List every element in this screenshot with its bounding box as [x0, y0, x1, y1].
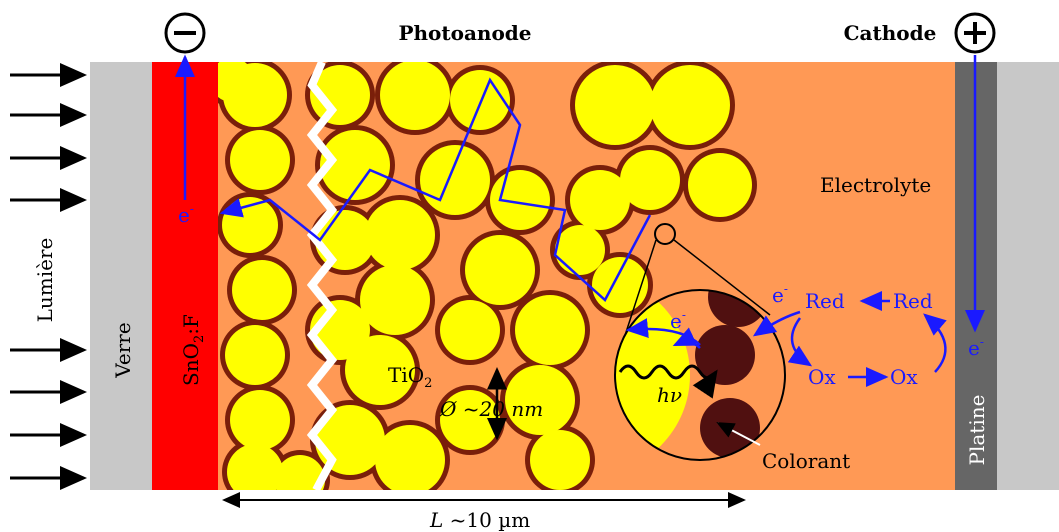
particle: [310, 65, 370, 125]
particle: [230, 130, 290, 190]
particle: [223, 63, 287, 127]
species-red: Red: [893, 289, 933, 313]
dye-label: Colorant: [762, 449, 850, 473]
particle: [530, 430, 590, 490]
particle: [320, 130, 390, 200]
species-red: Red: [805, 289, 845, 313]
photoanode-title: Photoanode: [398, 21, 531, 45]
tio2-label: TiO2: [388, 363, 432, 391]
particle: [570, 170, 630, 230]
particle: [230, 390, 290, 450]
platinum-label: Platine: [965, 395, 989, 466]
photon-label: hν: [657, 383, 682, 407]
electrolyte-label: Electrolyte: [820, 173, 931, 197]
zoom-line: [673, 239, 771, 316]
zoom-spot: [654, 223, 676, 245]
light-arrows: [10, 63, 87, 490]
light-label: Lumière: [33, 238, 57, 323]
photon-wave: [618, 364, 718, 399]
regeneration-arrow: [752, 310, 801, 337]
particle: [345, 335, 415, 405]
electron-label: e-: [178, 202, 194, 227]
particle: [360, 265, 430, 335]
electron-label: e-: [968, 335, 984, 360]
excitation-arrow: [672, 327, 701, 349]
zoom-circle: [614, 289, 786, 461]
particle: [465, 235, 535, 305]
particle: [555, 225, 605, 275]
particle: [375, 425, 445, 490]
length-label: L ~10 µm: [429, 508, 530, 532]
particle: [592, 257, 648, 313]
glass-right: [997, 62, 1059, 490]
particle: [440, 300, 500, 360]
diameter-label: Ø ~20 nm: [439, 397, 543, 421]
particle: [620, 150, 680, 210]
electron-label: e-: [670, 308, 686, 333]
particle: [225, 325, 285, 385]
dye-pointer: [716, 422, 761, 446]
cathode-title: Cathode: [844, 21, 937, 45]
electron-label: e-: [772, 282, 788, 307]
oxidation-arrow: [787, 317, 813, 367]
glass-left: [90, 62, 152, 490]
particle: [450, 70, 510, 130]
particle: [688, 153, 752, 217]
particle: [575, 65, 655, 145]
tco-label: SnO2:F: [179, 314, 207, 386]
particle: [515, 295, 585, 365]
reduction-arrow: [923, 313, 947, 373]
tio2-particles: [218, 62, 757, 490]
species-ox: Ox: [890, 365, 918, 389]
particle: [365, 200, 435, 270]
particle: [380, 62, 450, 130]
particle: [275, 455, 325, 490]
particle: [650, 65, 730, 145]
particle: [420, 145, 490, 215]
glass-label: Verre: [111, 322, 135, 378]
particle: [227, 444, 283, 490]
particle: [440, 390, 500, 450]
particle: [505, 365, 575, 435]
particle: [232, 260, 292, 320]
electron-path: [219, 77, 652, 303]
species-ox: Ox: [808, 365, 836, 389]
break-line: [306, 60, 338, 492]
